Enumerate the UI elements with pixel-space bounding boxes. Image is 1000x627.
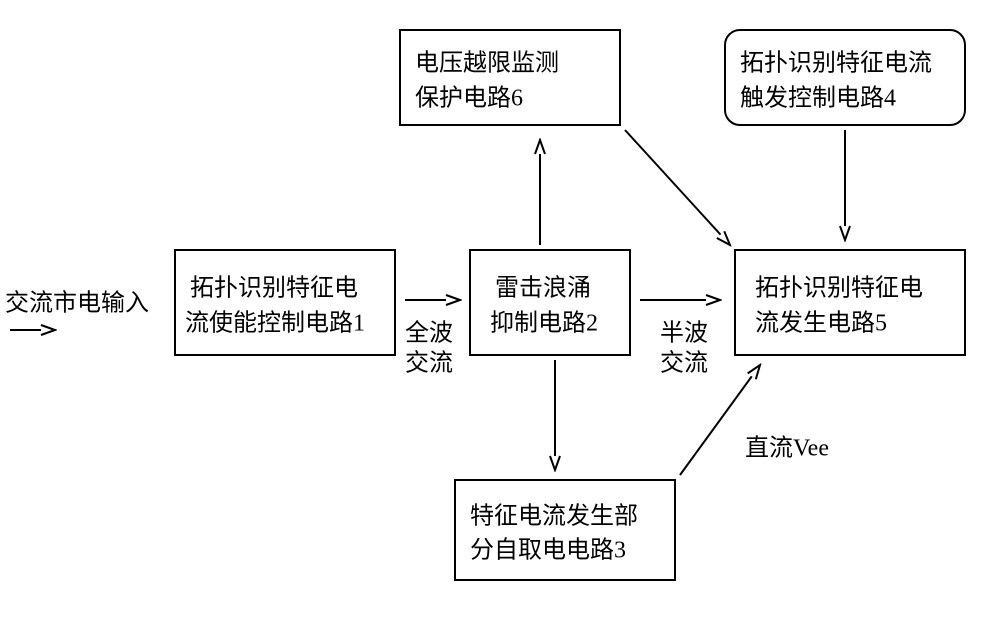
box-1	[175, 250, 395, 355]
box-3	[455, 480, 675, 580]
box-2-line1: 雷击浪涌	[495, 275, 591, 302]
box-5	[735, 250, 965, 355]
arrow-6-to-5	[625, 130, 730, 245]
label-25a: 半波	[660, 320, 708, 347]
box-6-line1: 电压越限监测	[415, 50, 559, 77]
label-12a: 全波	[405, 320, 453, 347]
box-6-line2: 保护电路6	[415, 85, 523, 112]
box-5-line1: 拓扑识别特征电	[755, 275, 923, 302]
box-1-line2: 流使能控制电路1	[185, 310, 365, 337]
box-2-line2: 抑制电路2	[490, 310, 598, 337]
label-12b: 交流	[405, 350, 453, 377]
box-3-line2: 分自取电电路3	[470, 537, 626, 564]
box-5-line2: 流发生电路5	[755, 310, 887, 337]
box-4-line2: 触发控制电路4	[740, 85, 896, 112]
box-3-line1: 特征电流发生部	[470, 503, 638, 530]
input-label: 交流市电输入	[5, 290, 149, 317]
box-4-line1: 拓扑识别特征电流	[740, 50, 932, 77]
label-25b: 交流	[660, 350, 708, 377]
label-35: 直流Vee	[745, 435, 829, 462]
box-1-line1: 拓扑识别特征电	[190, 275, 358, 302]
box-2	[470, 250, 630, 355]
